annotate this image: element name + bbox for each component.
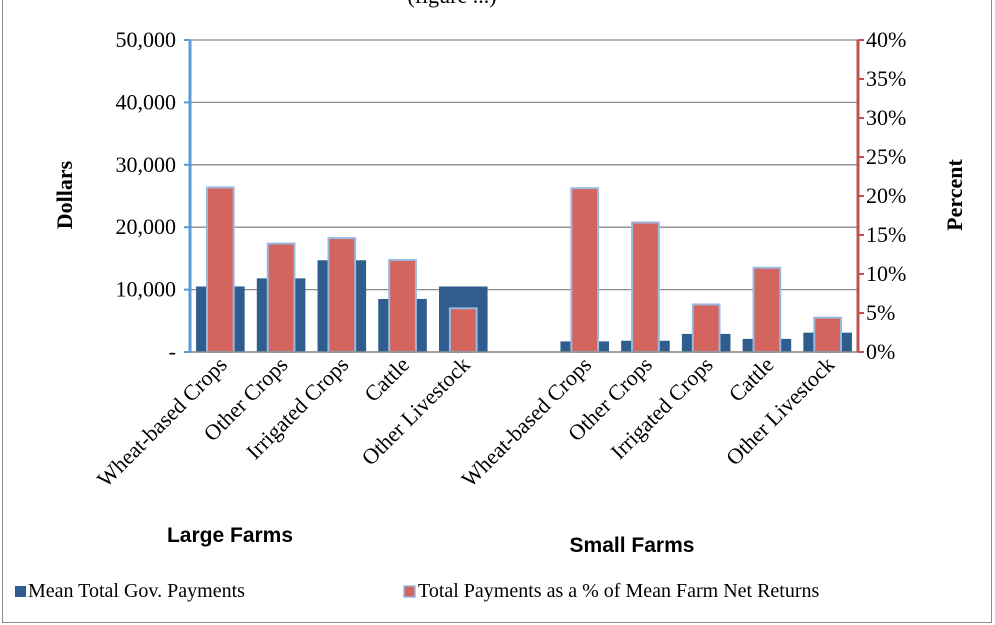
y-left-tick-label: 20,000 <box>116 214 177 239</box>
category-label: Other Livestock <box>721 352 839 470</box>
left-tick-labels: - 10,000 20,000 30,000 40,000 50,000 <box>116 27 177 364</box>
legend-label-payments: Mean Total Gov. Payments <box>28 580 245 602</box>
y-left-tick-label: 40,000 <box>116 89 177 114</box>
y-right-tick-label: 35% <box>866 66 906 91</box>
bar-total-payments-percent <box>206 186 235 353</box>
category-label: Cattle <box>724 352 779 407</box>
y-right-tick-label: 15% <box>866 222 906 247</box>
bars <box>196 186 852 354</box>
bar-total-payments-percent <box>448 307 478 354</box>
legend: Mean Total Gov. Payments Total Payments … <box>15 580 820 602</box>
y-right-tick-label: 20% <box>866 183 906 208</box>
y-right-tick-label: 25% <box>866 144 906 169</box>
bar-total-payments-percent <box>691 303 721 354</box>
right-tick-labels: 0% 5% 10% 15% 20% 25% 30% 35% 40% <box>866 27 906 364</box>
bar-total-payments-percent <box>327 237 357 353</box>
bar-total-payments-percent <box>388 258 417 353</box>
category-label: Cattle <box>359 352 414 407</box>
category-label: Other Livestock <box>356 352 474 470</box>
y-axis-left-label: Dollars <box>52 160 77 229</box>
y-right-tick-label: 5% <box>866 300 895 325</box>
chart-title-fragment: (figure ...) <box>407 0 496 8</box>
axes <box>184 39 864 353</box>
group-label-small: Small Farms <box>570 534 695 557</box>
bar-total-payments-percent <box>266 242 296 353</box>
y-right-tick-label: 40% <box>866 27 906 52</box>
bar-total-payments-percent <box>570 187 600 353</box>
legend-swatch-percent <box>403 585 416 598</box>
y-left-tick-label: 10,000 <box>116 277 177 302</box>
y-left-tick-label: 50,000 <box>116 27 177 52</box>
y-right-tick-label: 30% <box>866 105 906 130</box>
legend-swatch-payments <box>15 586 26 597</box>
bar-total-payments-percent <box>631 221 660 353</box>
y-left-tick-label: - <box>169 339 176 364</box>
group-label-large: Large Farms <box>167 524 293 547</box>
y-left-tick-label: 30,000 <box>116 152 177 177</box>
legend-label-percent: Total Payments as a % of Mean Farm Net R… <box>418 580 820 602</box>
bar-total-payments-percent <box>752 266 782 354</box>
y-axis-right-label: Percent <box>942 159 967 231</box>
y-right-tick-label: 10% <box>866 261 906 286</box>
y-right-tick-label: 0% <box>866 339 895 364</box>
bar-total-payments-percent <box>813 316 842 353</box>
